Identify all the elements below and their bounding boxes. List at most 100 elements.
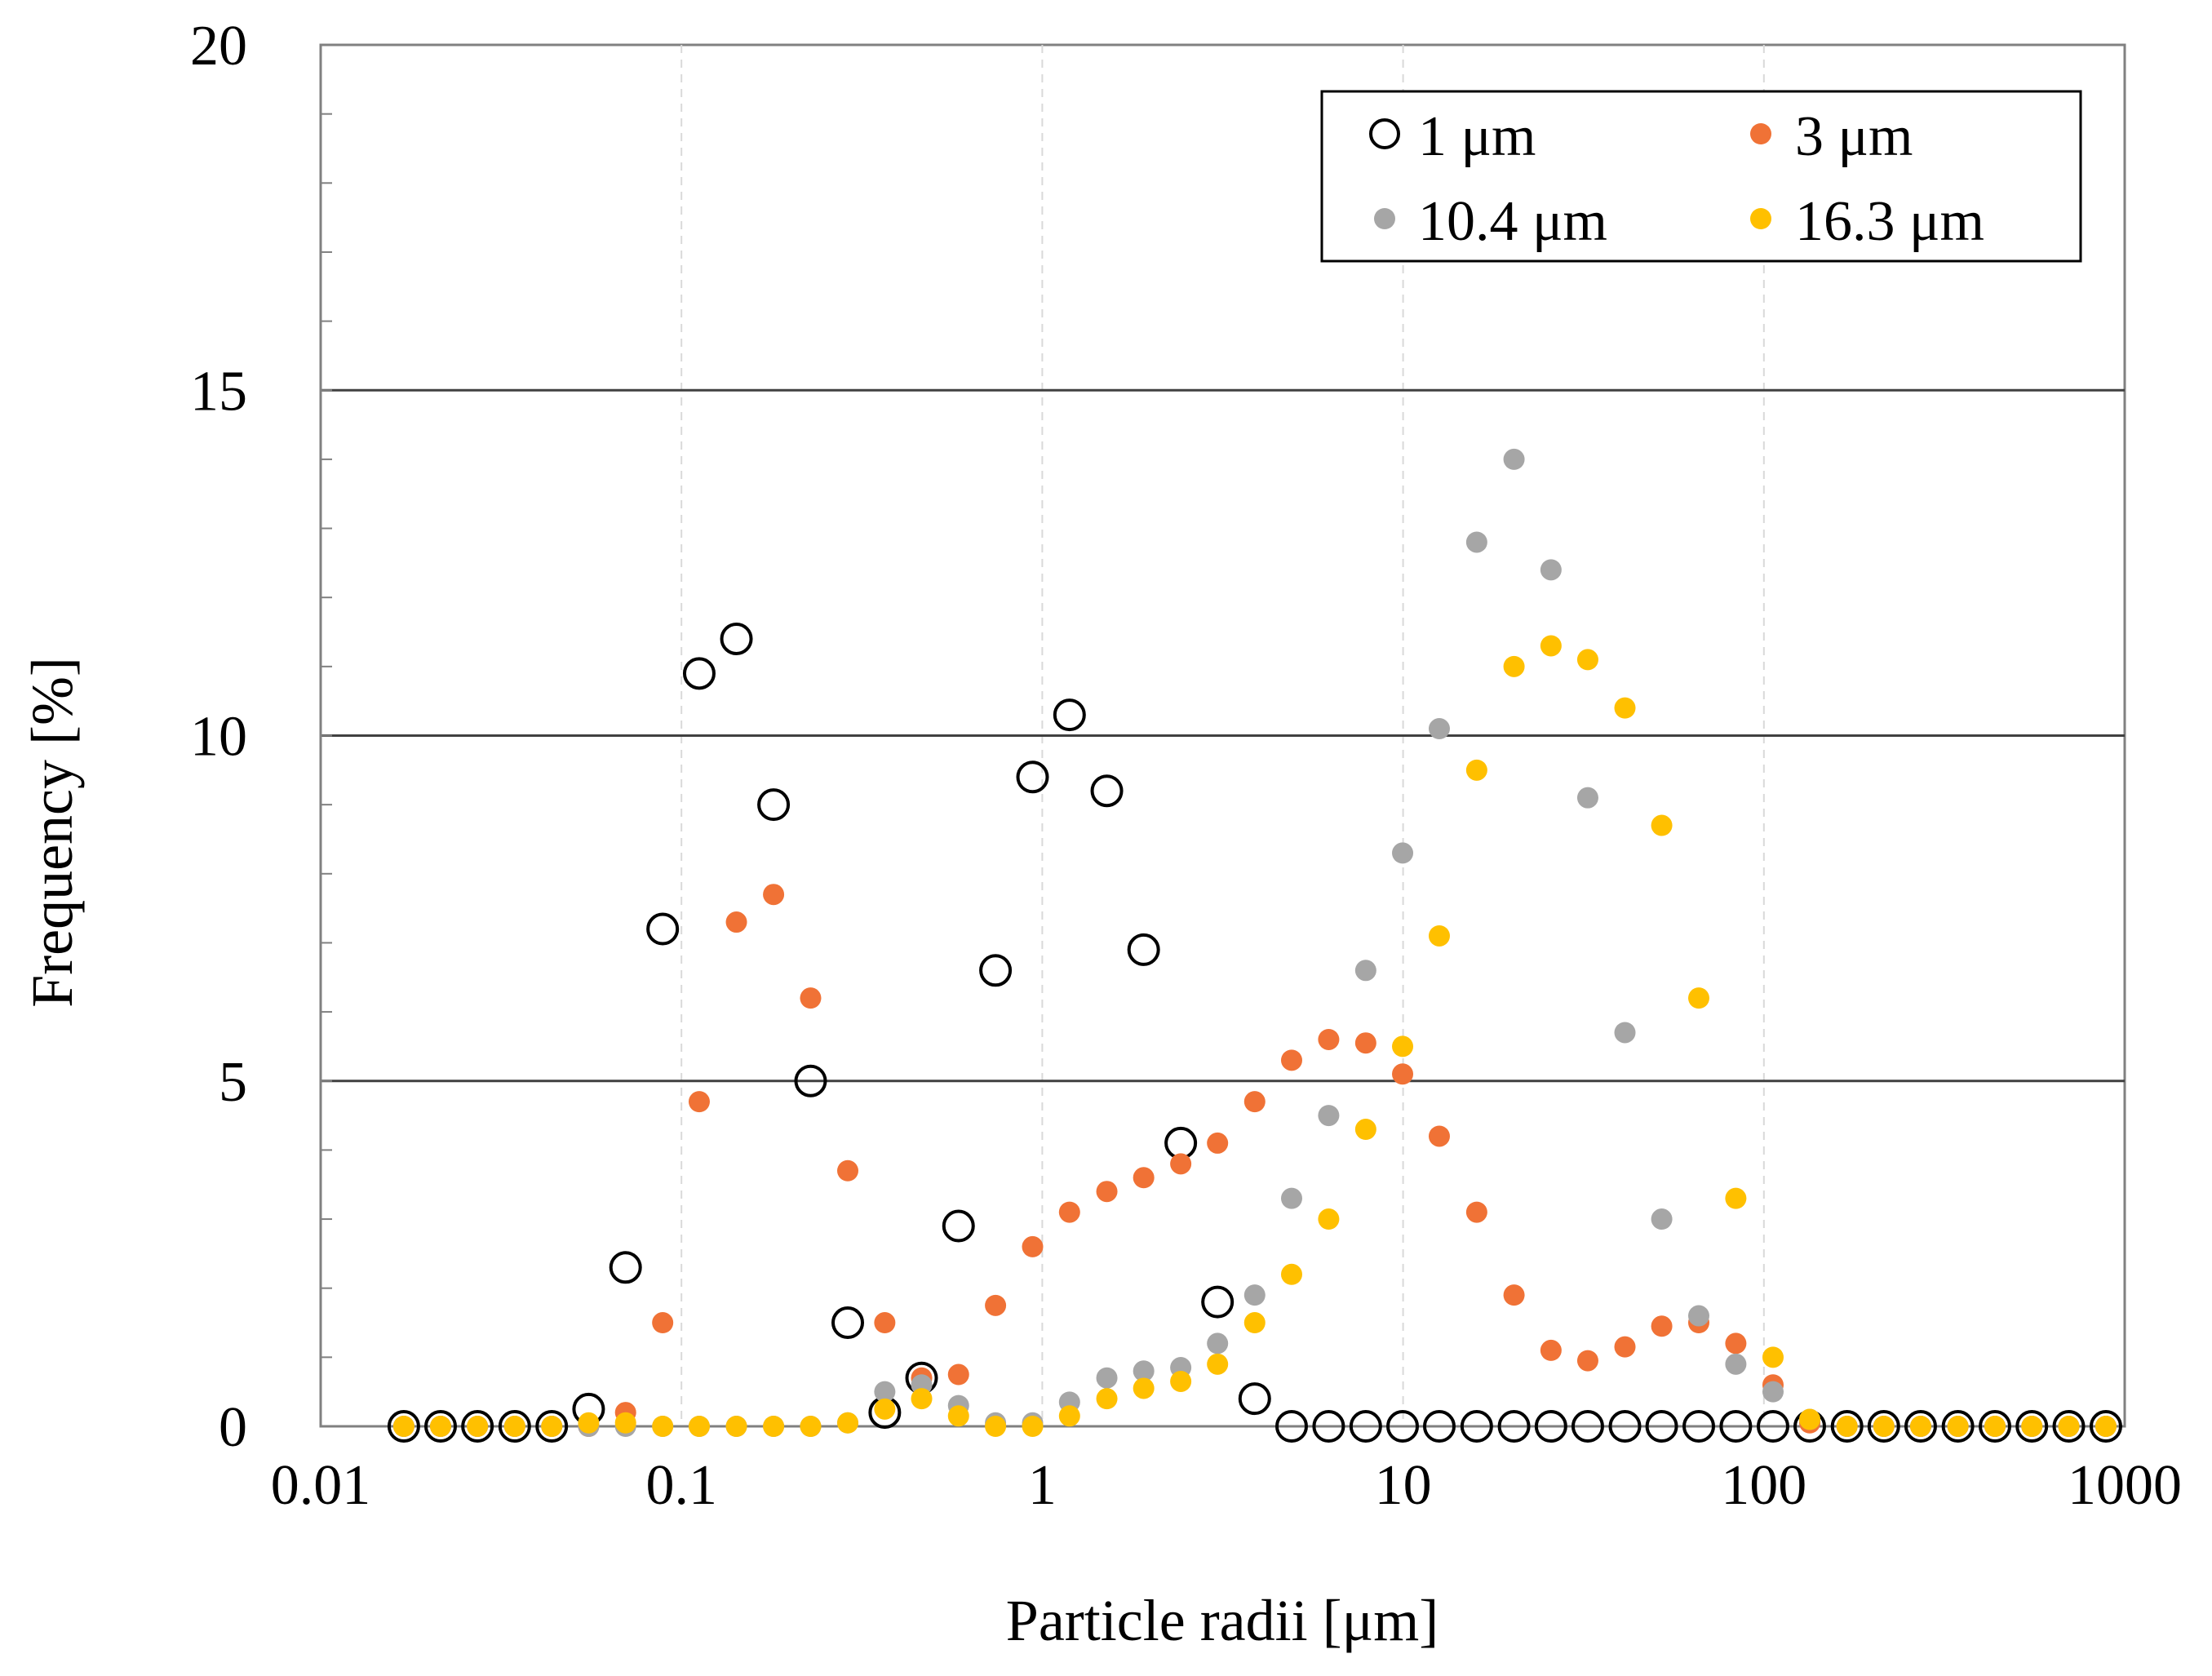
data-point bbox=[1392, 842, 1414, 864]
data-point bbox=[1465, 759, 1487, 781]
data-point bbox=[1354, 1032, 1376, 1054]
data-point bbox=[1243, 1091, 1266, 1113]
data-point bbox=[800, 987, 822, 1009]
data-point bbox=[2095, 1416, 2117, 1437]
data-point bbox=[1873, 1416, 1895, 1437]
data-point bbox=[720, 622, 753, 655]
data-point bbox=[757, 788, 791, 822]
data-point bbox=[2021, 1416, 2043, 1437]
data-point bbox=[725, 911, 747, 933]
data-point bbox=[1682, 1410, 1716, 1443]
data-point bbox=[652, 1416, 674, 1437]
data-point bbox=[1096, 1388, 1118, 1410]
data-point bbox=[1540, 635, 1562, 657]
data-point bbox=[1349, 1410, 1382, 1443]
x-tick-label: 0.01 bbox=[271, 1454, 371, 1517]
data-point bbox=[763, 884, 785, 906]
data-point bbox=[609, 1251, 642, 1284]
data-point bbox=[1503, 655, 1525, 677]
data-point bbox=[1207, 1332, 1229, 1355]
data-point bbox=[1719, 1410, 1753, 1443]
data-point bbox=[1022, 1416, 1044, 1437]
series-4 bbox=[392, 635, 2117, 1437]
data-point bbox=[1274, 1410, 1308, 1443]
legend-label: 3 μm bbox=[1795, 105, 1913, 168]
data-point bbox=[461, 1410, 494, 1443]
legend-label: 1 μm bbox=[1418, 105, 1536, 168]
data-point bbox=[1460, 1410, 1493, 1443]
data-point bbox=[1725, 1332, 1747, 1355]
data-point bbox=[1645, 1410, 1678, 1443]
data-point bbox=[874, 1312, 896, 1334]
data-point bbox=[1503, 448, 1525, 470]
data-point bbox=[1904, 1410, 1937, 1443]
data-point bbox=[1984, 1416, 2006, 1437]
data-point bbox=[1947, 1416, 1969, 1437]
data-point bbox=[1909, 1416, 1931, 1437]
data-point bbox=[1312, 1410, 1345, 1443]
data-point bbox=[1318, 1105, 1340, 1127]
data-point bbox=[1497, 1410, 1531, 1443]
x-tick-labels: 0.01 0.1 1 10 100 1000 bbox=[271, 1454, 2182, 1517]
data-point bbox=[1614, 697, 1636, 719]
data-point bbox=[614, 1412, 636, 1434]
data-point bbox=[1096, 1181, 1118, 1203]
data-point bbox=[1540, 559, 1562, 581]
data-point bbox=[1830, 1410, 1864, 1443]
data-point bbox=[646, 912, 680, 946]
data-point bbox=[1428, 1125, 1450, 1147]
data-point bbox=[1651, 1315, 1673, 1337]
data-point bbox=[1867, 1410, 1900, 1443]
horizontal-gridlines bbox=[321, 388, 2125, 1083]
legend-marker bbox=[1374, 208, 1395, 229]
data-point bbox=[1207, 1353, 1229, 1375]
data-point bbox=[1428, 924, 1450, 947]
data-point bbox=[1762, 1381, 1784, 1403]
data-point bbox=[1238, 1382, 1271, 1416]
data-point bbox=[1422, 1410, 1456, 1443]
data-point bbox=[1170, 1370, 1192, 1392]
data-point bbox=[424, 1410, 458, 1443]
data-point bbox=[837, 1159, 859, 1182]
data-point bbox=[1280, 1263, 1302, 1285]
data-point bbox=[1836, 1416, 1858, 1437]
data-point bbox=[831, 1306, 865, 1340]
data-point bbox=[498, 1410, 531, 1443]
data-point bbox=[1428, 718, 1450, 740]
data-point bbox=[985, 1416, 1007, 1437]
x-tick-label: 1 bbox=[1028, 1454, 1057, 1517]
data-point bbox=[1280, 1049, 1302, 1071]
data-point bbox=[979, 954, 1013, 987]
data-point bbox=[947, 1405, 969, 1427]
y-tick-label: 10 bbox=[190, 706, 247, 769]
data-point bbox=[1243, 1312, 1266, 1334]
data-point bbox=[2052, 1410, 2086, 1443]
data-point bbox=[725, 1416, 747, 1437]
x-tick-label: 100 bbox=[1721, 1454, 1806, 1517]
y-tick-label: 0 bbox=[219, 1396, 247, 1459]
data-point bbox=[2015, 1410, 2049, 1443]
data-point bbox=[1053, 698, 1086, 732]
legend-label: 10.4 μm bbox=[1418, 190, 1607, 253]
data-point bbox=[1979, 1410, 2012, 1443]
data-point bbox=[1058, 1201, 1080, 1223]
data-point bbox=[837, 1412, 859, 1434]
data-point bbox=[387, 1410, 420, 1443]
data-point bbox=[1280, 1187, 1302, 1209]
data-point bbox=[1941, 1410, 1975, 1443]
legend-marker bbox=[1369, 118, 1400, 149]
data-point bbox=[1127, 933, 1160, 966]
data-point bbox=[1725, 1187, 1747, 1209]
data-point bbox=[1756, 1410, 1789, 1443]
legend-label: 16.3 μm bbox=[1795, 190, 1984, 253]
x-tick-label: 1000 bbox=[2068, 1454, 2182, 1517]
data-point bbox=[1725, 1353, 1747, 1375]
data-point bbox=[1534, 1410, 1567, 1443]
y-minor-ticks bbox=[321, 44, 332, 1427]
data-point bbox=[874, 1398, 896, 1420]
data-point bbox=[392, 1416, 414, 1437]
y-tick-label: 5 bbox=[219, 1051, 247, 1114]
x-tick-label: 10 bbox=[1375, 1454, 1432, 1517]
series-1 bbox=[387, 622, 2122, 1443]
